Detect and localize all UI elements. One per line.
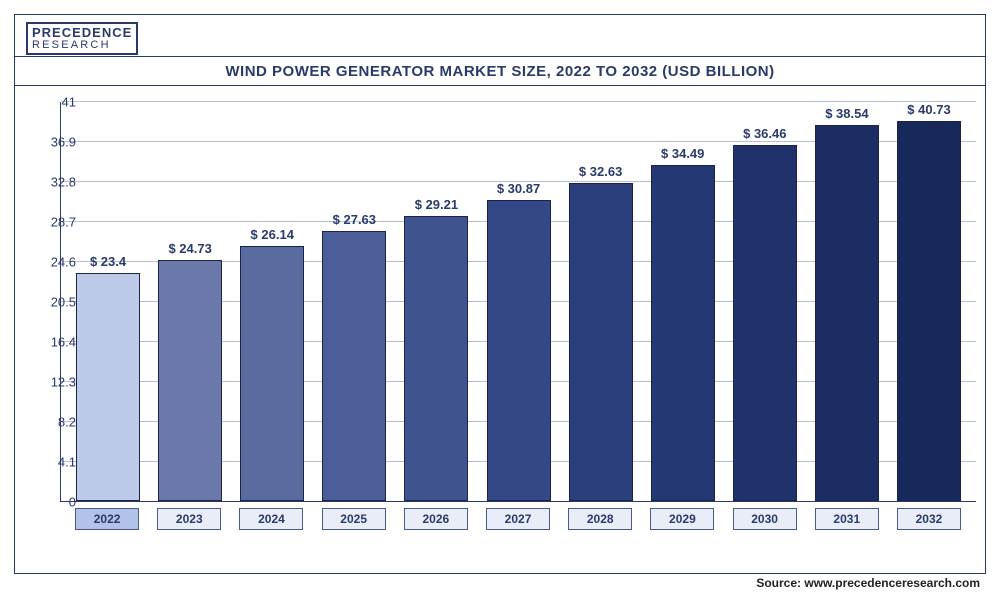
bar-slot: $ 26.14 <box>231 102 313 501</box>
bar-slot: $ 40.73 <box>888 102 970 501</box>
brand-logo: PRECEDENCE RESEARCH <box>26 22 138 55</box>
bar <box>569 183 633 501</box>
x-axis-label: 2027 <box>486 508 550 530</box>
x-axis-labels: 2022 2023 2024 2025 2026 2027 2028 2029 2030 2031… <box>60 508 976 530</box>
bar <box>322 231 386 501</box>
x-label-slot: 2032 <box>888 508 970 530</box>
bar-value-label: $ 36.46 <box>743 126 786 141</box>
bar-value-label: $ 29.21 <box>415 197 458 212</box>
x-axis-label: 2029 <box>650 508 714 530</box>
brand-logo-line2: RESEARCH <box>32 39 132 51</box>
y-tick-label: 36.9 <box>26 135 76 150</box>
x-axis-label: 2023 <box>157 508 221 530</box>
bar <box>487 200 551 501</box>
x-axis-label: 2022 <box>75 508 139 530</box>
brand-logo-line1: PRECEDENCE <box>32 26 132 39</box>
y-tick-label: 16.4 <box>26 335 76 350</box>
bar <box>815 125 879 501</box>
y-tick-label: 20.5 <box>26 295 76 310</box>
x-label-slot: 2027 <box>477 508 559 530</box>
plot-area: $ 23.4 $ 24.73 $ 26.14 $ 27.63 $ 29.21 $ 30.8… <box>60 102 976 502</box>
bar-slot: $ 29.21 <box>395 102 477 501</box>
x-axis-label: 2025 <box>322 508 386 530</box>
bar-value-label: $ 24.73 <box>168 241 211 256</box>
x-label-slot: 2031 <box>806 508 888 530</box>
x-label-slot: 2024 <box>230 508 312 530</box>
bar-value-label: $ 30.87 <box>497 181 540 196</box>
x-axis-label: 2026 <box>404 508 468 530</box>
source-attribution: Source: www.precedenceresearch.com <box>14 576 980 590</box>
bar-value-label: $ 23.4 <box>90 254 126 269</box>
chart-title: WIND POWER GENERATOR MARKET SIZE, 2022 T… <box>225 63 774 80</box>
bar-slot: $ 27.63 <box>313 102 395 501</box>
x-label-slot: 2029 <box>641 508 723 530</box>
bar-value-label: $ 27.63 <box>333 212 376 227</box>
y-tick-label: 41 <box>26 95 76 110</box>
x-label-slot: 2022 <box>66 508 148 530</box>
bar <box>733 145 797 501</box>
bars-row: $ 23.4 $ 24.73 $ 26.14 $ 27.63 $ 29.21 $ 30.8… <box>61 102 976 501</box>
bar <box>158 260 222 501</box>
x-label-slot: 2026 <box>395 508 477 530</box>
bar-slot: $ 36.46 <box>724 102 806 501</box>
bar <box>76 273 140 501</box>
bar <box>897 121 961 501</box>
x-label-slot: 2030 <box>724 508 806 530</box>
y-tick-label: 12.3 <box>26 375 76 390</box>
bar-slot: $ 34.49 <box>642 102 724 501</box>
bar <box>240 246 304 501</box>
x-axis-label: 2030 <box>733 508 797 530</box>
bar-slot: $ 24.73 <box>149 102 231 501</box>
bar <box>404 216 468 501</box>
bar-value-label: $ 34.49 <box>661 146 704 161</box>
bar-slot: $ 30.87 <box>477 102 559 501</box>
bar-value-label: $ 40.73 <box>907 102 950 117</box>
y-tick-label: 28.7 <box>26 215 76 230</box>
bar-value-label: $ 38.54 <box>825 106 868 121</box>
bar-slot: $ 23.4 <box>67 102 149 501</box>
x-axis-label: 2031 <box>815 508 879 530</box>
bar-slot: $ 38.54 <box>806 102 888 501</box>
y-tick-label: 8.2 <box>26 415 76 430</box>
y-tick-label: 4.1 <box>26 455 76 470</box>
chart-title-bar: WIND POWER GENERATOR MARKET SIZE, 2022 T… <box>14 56 986 86</box>
bar-value-label: $ 26.14 <box>251 227 294 242</box>
bar-value-label: $ 32.63 <box>579 164 622 179</box>
y-tick-label: 24.6 <box>26 255 76 270</box>
x-axis-label: 2024 <box>239 508 303 530</box>
bar <box>651 165 715 501</box>
x-label-slot: 2028 <box>559 508 641 530</box>
y-tick-label: 32.8 <box>26 175 76 190</box>
x-label-slot: 2025 <box>313 508 395 530</box>
x-axis-label: 2032 <box>897 508 961 530</box>
x-label-slot: 2023 <box>148 508 230 530</box>
x-axis-label: 2028 <box>568 508 632 530</box>
bar-slot: $ 32.63 <box>560 102 642 501</box>
